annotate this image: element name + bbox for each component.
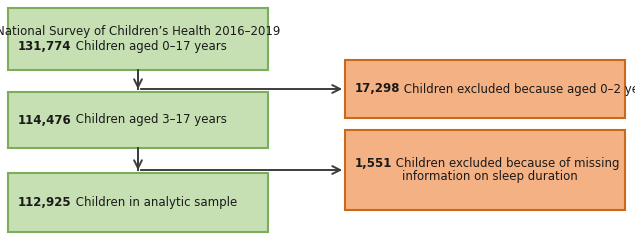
Text: Children aged 0–17 years: Children aged 0–17 years [72,40,226,53]
Text: 112,925: 112,925 [18,196,72,209]
Text: Children excluded because of missing: Children excluded because of missing [392,157,620,170]
Text: 1,551: 1,551 [355,157,392,170]
Text: Children excluded because aged 0–2 years: Children excluded because aged 0–2 years [401,82,635,95]
Bar [8,92,268,148]
Bar [8,8,268,70]
Bar [8,173,268,232]
Text: Children aged 3–17 years: Children aged 3–17 years [72,114,227,127]
Text: 131,774: 131,774 [18,40,72,53]
Bar [345,60,625,118]
Text: 17,298: 17,298 [355,82,401,95]
Text: 114,476: 114,476 [18,114,72,127]
Text: National Survey of Children’s Health 2016–2019: National Survey of Children’s Health 201… [0,25,280,38]
Text: information on sleep duration: information on sleep duration [402,170,578,183]
Bar [345,130,625,210]
Text: Children in analytic sample: Children in analytic sample [72,196,237,209]
